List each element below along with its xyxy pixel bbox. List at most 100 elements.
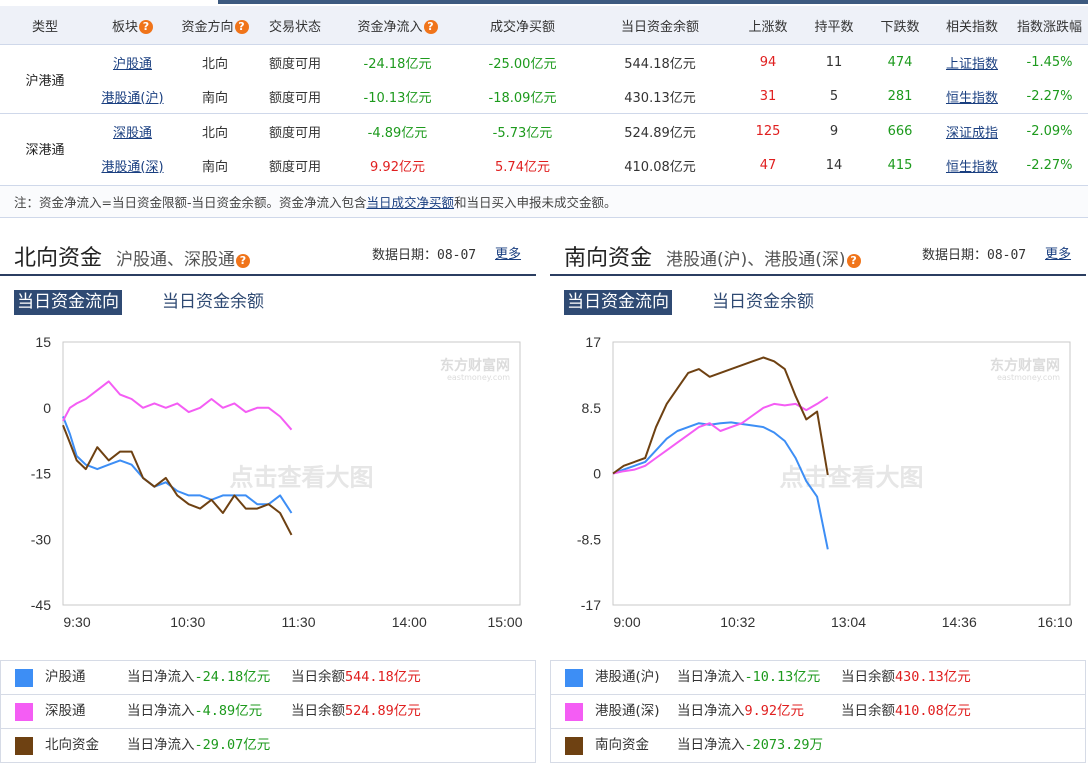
plate-link[interactable]: 深股通 (112, 125, 152, 141)
plot-area (612, 341, 1071, 606)
index-link[interactable]: 恒生指数 (945, 90, 998, 106)
net-inflow-cell: -24.18亿元 (335, 44, 460, 79)
south-panel: 南向资金 港股通(沪)、港股通(深)? 数据日期：08-07 更多 当日资金流向… (550, 232, 1086, 763)
x-tick-label: 9:00 (613, 614, 640, 630)
help-icon[interactable]: ? (846, 254, 861, 268)
table-row: 深港通 深股通 北向 额度可用 -4.89亿元 -5.73亿元 524.89亿元… (0, 113, 1088, 182)
index-change-cell: -1.45% (1011, 44, 1088, 79)
legend-swatch (565, 703, 583, 721)
legend-swatch (15, 737, 33, 755)
series-line (62, 424, 293, 536)
index-link[interactable]: 恒生指数 (945, 159, 998, 175)
summary-table: 类型 板块? 资金方向? 交易状态 资金净流入? 成交净买额 当日资金余额 上涨… (0, 6, 1088, 182)
help-icon[interactable]: ? (139, 19, 153, 34)
top-accent-line (0, 0, 1088, 4)
index-link[interactable]: 深证成指 (945, 125, 998, 141)
tab-daily-balance[interactable]: 当日资金余额 (712, 292, 814, 312)
group-type: 深港通 (0, 113, 90, 182)
x-tick-label: 11:30 (282, 614, 316, 630)
legend-row: 港股通(深) 当日净流入9.92亿元 当日余额410.08亿元 (551, 694, 1085, 728)
direction-cell: 北向 (175, 44, 255, 79)
more-link[interactable]: 更多 (495, 247, 522, 262)
data-date: 数据日期：08-07 (922, 248, 1027, 263)
th-type: 类型 (0, 6, 90, 45)
status-cell: 额度可用 (268, 90, 321, 106)
down-count-cell: 474 (867, 44, 933, 79)
balance-cell: 430.13亿元 (624, 90, 696, 106)
y-tick-label: -45 (31, 597, 51, 613)
th-net-inflow: 资金净流入? (335, 6, 460, 45)
net-inflow-cell: -4.89亿元 (335, 113, 460, 148)
index-change-cell: -2.09% (1011, 113, 1088, 148)
x-tick-label: 13:04 (831, 614, 866, 630)
watermark-text: 点击查看大图 (230, 464, 374, 492)
watermark-logo-en: eastmoney.com (997, 373, 1060, 382)
th-direction: 资金方向? (175, 6, 255, 45)
balance-cell: 524.89亿元 (585, 113, 735, 148)
watermark-logo: 东方财富网 (990, 357, 1060, 374)
x-tick-label: 14:36 (942, 614, 977, 630)
th-up: 上涨数 (735, 6, 801, 45)
up-count-cell: 47 (759, 157, 777, 173)
balance-cell: 410.08亿元 (624, 159, 696, 175)
up-count-cell: 125 (735, 113, 801, 148)
series-line (62, 380, 293, 431)
more-link[interactable]: 更多 (1045, 247, 1072, 262)
panel-subtitle: 港股通(沪)、港股通(深)? (666, 245, 861, 270)
tab-daily-flow[interactable]: 当日资金流向 (14, 290, 122, 315)
table-header: 类型 板块? 资金方向? 交易状态 资金净流入? 成交净买额 当日资金余额 上涨… (0, 6, 1088, 45)
x-tick-label: 15:00 (487, 614, 522, 630)
panel-title: 南向资金 (564, 246, 653, 271)
series-line (612, 421, 829, 550)
north-flow-chart[interactable]: 15 0 -15 -30 -45 9:30 10:30 11:30 14:00 15:00 点击查看… (0, 327, 536, 657)
index-change-cell: -2.27% (1026, 157, 1073, 173)
net-buy-link[interactable]: 当日成交净买额 (366, 195, 455, 210)
net-inflow-cell: 9.92亿元 (370, 159, 425, 175)
down-count-cell: 281 (887, 88, 913, 104)
plate-link[interactable]: 港股通(深) (101, 159, 164, 175)
th-plate: 板块? (90, 6, 175, 45)
footnote: 注：资金净流入=当日资金限额-当日资金余额。资金净流入包含当日成交净买额和当日买… (0, 185, 1088, 218)
y-tick-label: 8.5 (582, 400, 602, 416)
plate-link[interactable]: 沪股通 (112, 56, 152, 72)
help-icon[interactable]: ? (234, 19, 249, 34)
index-link[interactable]: 上证指数 (945, 56, 998, 72)
y-tick-label: -17 (581, 597, 601, 613)
index-change-cell: -2.27% (1026, 88, 1073, 104)
th-status: 交易状态 (255, 6, 335, 45)
plate-link[interactable]: 港股通(沪) (101, 90, 164, 106)
tab-daily-balance[interactable]: 当日资金余额 (162, 292, 264, 312)
net-inflow-cell: -10.13亿元 (363, 90, 432, 106)
th-down: 下跌数 (867, 6, 933, 45)
y-tick-label: -15 (31, 466, 51, 482)
y-tick-label: 0 (43, 400, 51, 416)
help-icon[interactable]: ? (423, 19, 438, 34)
tab-daily-flow[interactable]: 当日资金流向 (564, 290, 672, 315)
watermark-logo: 东方财富网 (440, 357, 510, 374)
x-tick-label: 10:30 (170, 614, 205, 630)
th-flat: 持平数 (801, 6, 867, 45)
legend-row: 北向资金 当日净流入-29.07亿元 (1, 728, 535, 762)
th-index: 相关指数 (933, 6, 1011, 45)
panel-title: 北向资金 (14, 246, 103, 271)
help-icon[interactable]: ? (236, 254, 250, 268)
south-flow-chart[interactable]: 178.50-8.5-179:00 10:32 13:04 14:36 16:10点击查… (550, 327, 1086, 657)
north-panel: 北向资金 沪股通、深股通? 数据日期：08-07 更多 当日资金流向 当日资金余… (0, 232, 536, 763)
group-type: 沪港通 (0, 44, 90, 114)
x-tick-label: 10:32 (720, 614, 755, 630)
panel-header: 南向资金 港股通(沪)、港股通(深)? 数据日期：08-07 更多 (550, 232, 1086, 276)
net-buy-cell: 5.74亿元 (495, 159, 550, 175)
table-row: 沪港通 沪股通 北向 额度可用 -24.18亿元 -25.00亿元 544.18… (0, 44, 1088, 114)
table-row: 港股通(深) 南向 额度可用 9.92亿元 5.74亿元 410.08亿元 47… (0, 148, 1088, 182)
th-balance: 当日资金余额 (585, 6, 735, 45)
y-tick-label: -30 (31, 531, 51, 547)
legend-row: 深股通 当日净流入-4.89亿元 当日余额524.89亿元 (1, 694, 535, 728)
flat-count-cell: 14 (825, 157, 843, 173)
series-line (612, 356, 829, 476)
flat-count-cell: 9 (801, 113, 867, 148)
data-date: 数据日期：08-07 (372, 248, 477, 263)
legend-swatch (565, 737, 583, 755)
legend-swatch (15, 703, 33, 721)
series-line (612, 396, 829, 475)
panel-subtitle: 沪股通、深股通? (116, 245, 250, 270)
